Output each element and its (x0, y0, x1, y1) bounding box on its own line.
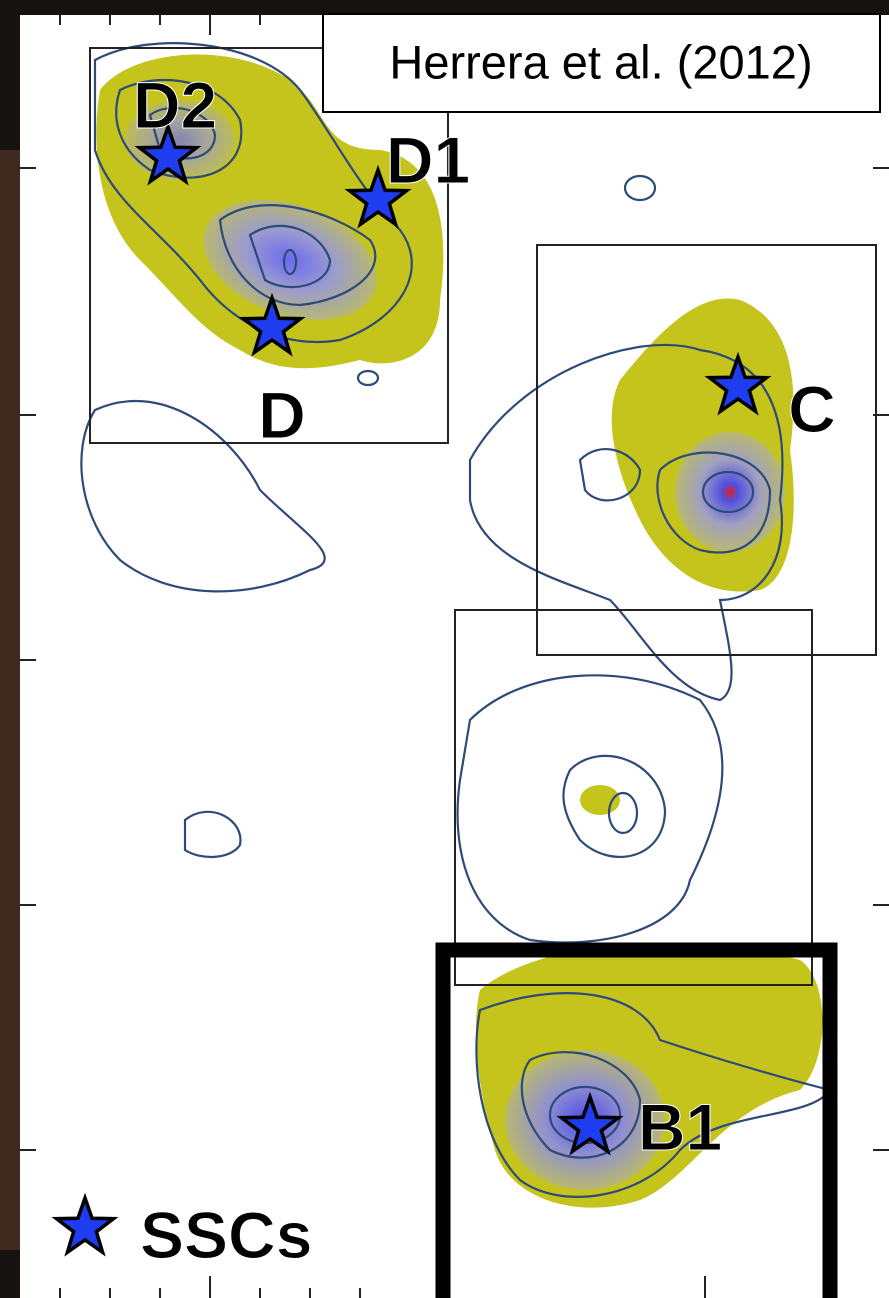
galaxy-strip (0, 150, 20, 1250)
region-label: D2 (133, 68, 217, 142)
region-label: D (258, 378, 306, 452)
legend-label: SSCs (140, 1198, 312, 1272)
region-label: D1 (386, 123, 470, 197)
page: Herrera et al. (2012) D2 D1 D C B1 SSCs … (0, 0, 889, 1298)
emission-small (580, 785, 620, 815)
emission-peak-c (675, 432, 785, 552)
citation: Herrera et al. (2012) (389, 35, 812, 88)
figure: Herrera et al. (2012) D2 D1 D C B1 SSCs (0, 0, 889, 1298)
region-label: B1 (638, 1090, 722, 1164)
region-label: C (788, 372, 836, 446)
